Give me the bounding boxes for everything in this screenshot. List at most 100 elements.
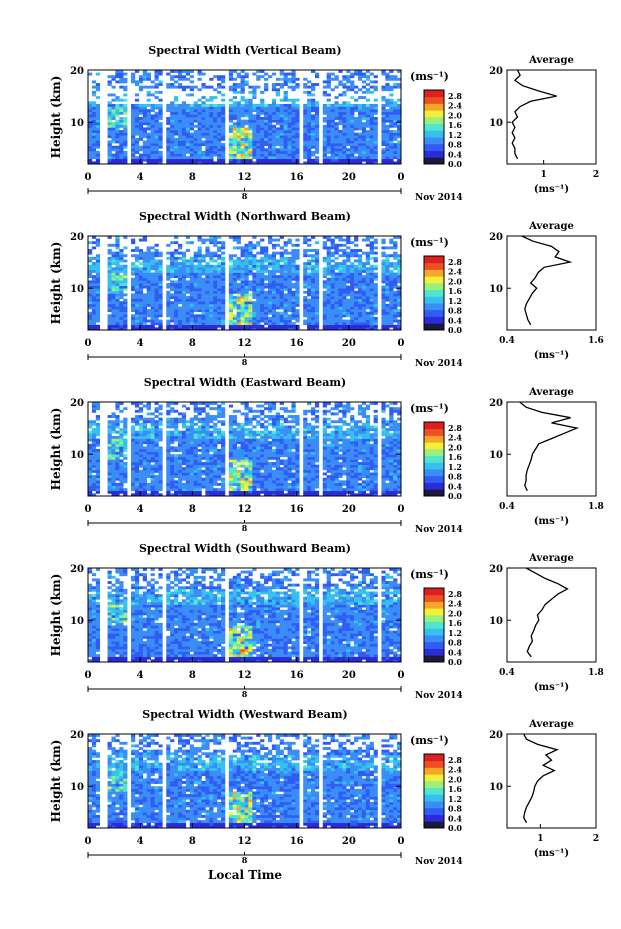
heatmap-cell <box>107 127 112 131</box>
heatmap-cell <box>158 451 163 455</box>
heatmap-cell <box>115 306 120 310</box>
heatmap-cell <box>193 117 198 120</box>
heatmap-cell <box>213 114 218 118</box>
heatmap-cell <box>166 480 171 484</box>
heatmap-cell <box>170 402 175 405</box>
heatmap-cell <box>177 140 183 144</box>
heatmap-cell <box>381 106 386 110</box>
heatmap-cell <box>177 106 183 110</box>
heatmap-cell <box>197 480 202 484</box>
heatmap-cell <box>357 119 363 123</box>
heatmap-cell <box>185 443 191 447</box>
heatmap-cell <box>322 267 327 271</box>
heatmap-cell <box>322 327 327 331</box>
heatmap-cell <box>134 415 140 418</box>
heatmap-cell <box>174 488 179 492</box>
heatmap-cell <box>91 161 97 165</box>
heatmap-cell <box>205 290 210 294</box>
heatmap-cell <box>334 288 339 292</box>
heatmap-cell <box>119 288 124 292</box>
heatmap-cell <box>217 241 222 245</box>
heatmap-cell <box>170 441 175 445</box>
heatmap-cell <box>267 137 273 141</box>
heatmap-cell <box>252 93 257 97</box>
heatmap-cell <box>174 490 179 494</box>
heatmap-cell <box>389 75 394 79</box>
heatmap-cell <box>275 319 281 323</box>
heatmap-cell <box>134 288 140 292</box>
heatmap-cell <box>185 249 191 252</box>
heatmap-cell <box>131 475 136 479</box>
heatmap-cell <box>131 430 136 434</box>
heatmap-cell <box>111 430 116 434</box>
heatmap-cell <box>232 236 237 239</box>
heatmap-cell <box>111 454 116 458</box>
heatmap-cell <box>248 298 253 302</box>
heatmap-cell <box>88 280 93 284</box>
heatmap-cell <box>123 327 128 331</box>
heatmap-cell <box>95 293 101 297</box>
heatmap-cell <box>217 143 222 147</box>
heatmap-cell <box>131 303 136 307</box>
heatmap-cell <box>373 80 378 84</box>
heatmap-cell <box>91 148 97 152</box>
heatmap-cell <box>177 143 183 147</box>
heatmap-cell <box>338 106 343 110</box>
heatmap-cell <box>95 441 101 445</box>
heatmap-cell <box>166 456 171 460</box>
heatmap-cell <box>201 254 206 258</box>
heatmap-cell <box>119 280 124 284</box>
heatmap-cell <box>181 449 187 452</box>
heatmap-cell <box>248 301 253 305</box>
heatmap-cell <box>217 145 222 149</box>
heatmap-cell <box>291 314 296 318</box>
heatmap-cell <box>146 267 151 271</box>
x-tick-label: 8 <box>189 172 196 183</box>
heatmap-cell <box>181 272 187 276</box>
heatmap-cell <box>314 83 320 86</box>
heatmap-cell <box>91 303 97 307</box>
heatmap-cell <box>205 117 210 120</box>
heatmap-cell <box>134 433 140 437</box>
heatmap-cell <box>256 264 261 268</box>
heatmap-cell <box>338 288 343 292</box>
heatmap-cell <box>295 98 300 102</box>
heatmap-cell <box>131 493 136 497</box>
heatmap-cell <box>205 272 210 276</box>
heatmap-cell <box>107 415 112 418</box>
heatmap-cell <box>279 111 284 115</box>
heatmap-cell <box>201 96 206 100</box>
heatmap-cell <box>181 303 187 307</box>
heatmap-cell <box>279 283 284 286</box>
heatmap-cell <box>389 130 394 133</box>
heatmap-cell <box>189 132 194 136</box>
heatmap-cell <box>389 283 394 286</box>
heatmap-cell <box>123 417 128 421</box>
heatmap-cell <box>131 114 136 118</box>
heatmap-cell <box>134 490 140 494</box>
heatmap-cell <box>354 140 359 144</box>
heatmap-cell <box>260 272 265 276</box>
heatmap-cell <box>91 267 97 271</box>
heatmap-cell <box>209 111 214 115</box>
heatmap-cell <box>260 267 265 271</box>
heatmap-cell <box>185 72 191 76</box>
heatmap-cell <box>134 277 140 281</box>
heatmap-cell <box>185 441 191 445</box>
heatmap-cell <box>138 488 144 492</box>
heatmap-cell <box>91 285 97 289</box>
heatmap-cell <box>111 111 116 115</box>
heatmap-cell <box>166 272 171 276</box>
heatmap-cell <box>381 135 386 139</box>
heatmap-cell <box>134 485 140 489</box>
heatmap-cell <box>232 314 237 318</box>
heatmap-cell <box>354 106 359 110</box>
heatmap-cell <box>115 267 120 271</box>
heatmap-cell <box>138 158 144 162</box>
heatmap-cell <box>181 306 187 310</box>
heatmap-cell <box>142 303 147 307</box>
heatmap-cell <box>397 111 402 115</box>
heatmap-cell <box>158 251 163 255</box>
heatmap-cell <box>244 148 249 152</box>
heatmap-cell <box>142 296 147 299</box>
